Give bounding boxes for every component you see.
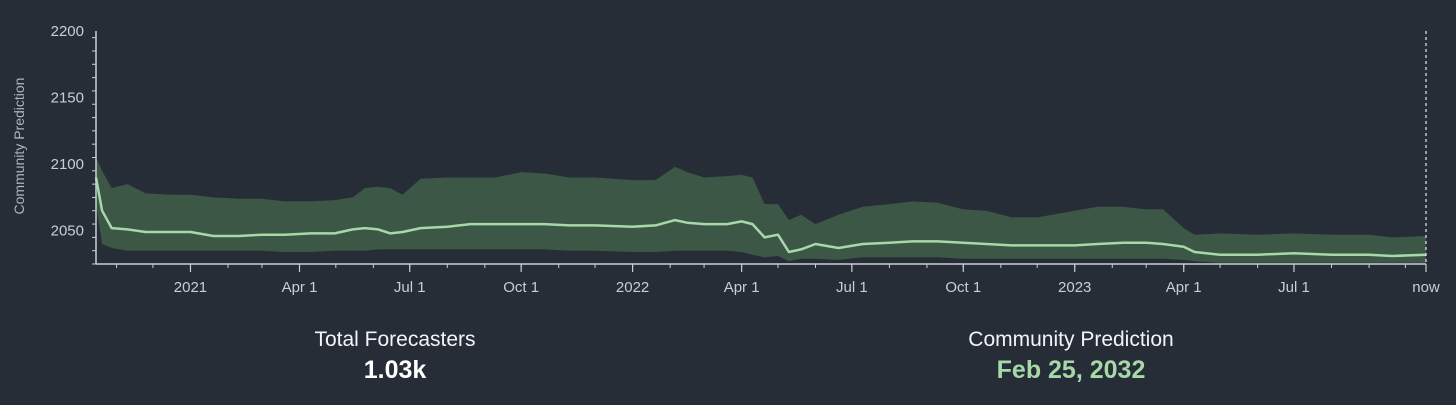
community-prediction-label: Community Prediction	[968, 328, 1174, 351]
y-tick-label: 2100	[51, 156, 84, 173]
x-tick-label: Jul 1	[1278, 279, 1310, 296]
x-tick-label: Oct 1	[945, 279, 981, 296]
uncertainty-band-0	[96, 157, 1426, 263]
total-forecasters-label: Total Forecasters	[314, 328, 476, 351]
x-tick-label: 2022	[616, 279, 649, 296]
total-forecasters-panel: Total Forecasters 1.03k	[195, 326, 595, 386]
prediction-chart[interactable]: 2050 2100 2150 2200 2021 Apr 1 Jul 1 Oct 1 2022…	[0, 0, 1456, 310]
x-tick-label: Apr 1	[1166, 279, 1202, 296]
y-axis-title: Community Prediction	[11, 78, 27, 215]
x-tick-label: 2021	[174, 279, 207, 296]
y-tick-label: 2150	[51, 90, 84, 107]
x-tick-label: 2023	[1058, 279, 1091, 296]
y-tick-label: 2200	[51, 23, 84, 40]
community-prediction-value: Feb 25, 2032	[996, 356, 1146, 384]
y-tick-label: 2050	[51, 223, 84, 240]
community-prediction-panel: Community Prediction Feb 25, 2032	[871, 326, 1271, 386]
x-tick-label: Apr 1	[282, 279, 318, 296]
median-line-0	[94, 177, 1427, 258]
x-tick-label: Jul 1	[394, 279, 426, 296]
x-tick-label: Jul 1	[836, 279, 868, 296]
now-tick-label: now	[1412, 279, 1440, 296]
total-forecasters-value: 1.03k	[363, 356, 427, 384]
x-tick-label: Apr 1	[724, 279, 760, 296]
x-tick-label: Oct 1	[503, 279, 539, 296]
